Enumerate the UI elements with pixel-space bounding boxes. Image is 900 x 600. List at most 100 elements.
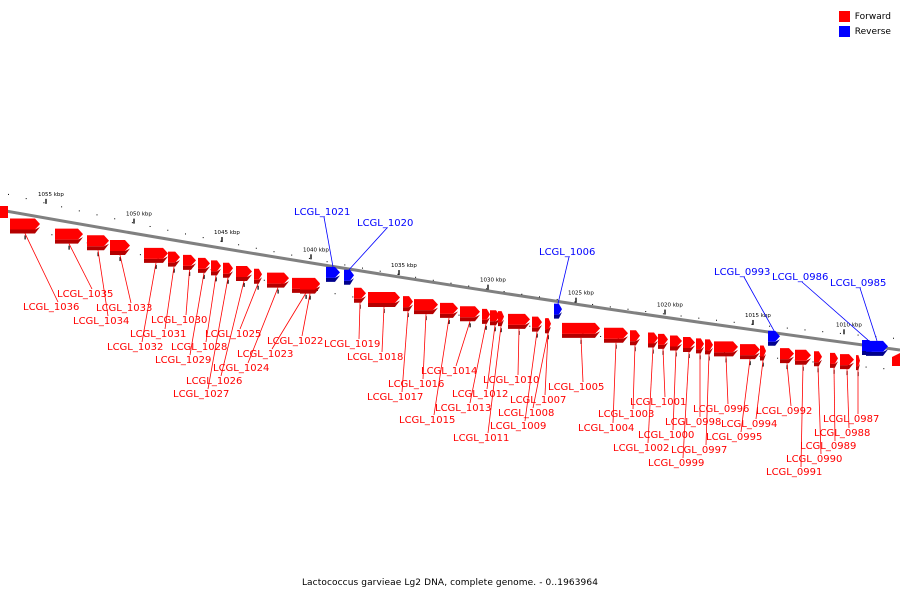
gene-label-lcgl_1031[interactable]: LCGL_1031 (130, 329, 186, 340)
gene-feature-lcgl_1020[interactable] (344, 269, 354, 281)
gene-feature-lcgl_0995[interactable] (740, 344, 760, 356)
gene-feature-lcgl_0990[interactable] (814, 351, 822, 363)
gene-label-lcgl_0994[interactable]: LCGL_0994 (721, 419, 777, 430)
gene-label-lcgl_1025[interactable]: LCGL_1025 (205, 329, 261, 340)
gene-label-lcgl_0995[interactable]: LCGL_0995 (706, 432, 762, 443)
gene-label-lcgl_1000[interactable]: LCGL_1000 (638, 430, 694, 441)
gene-label-lcgl_1026[interactable]: LCGL_1026 (186, 376, 242, 387)
gene-feature-lcgl_1003[interactable] (630, 330, 640, 342)
gene-feature-lcgl_1014[interactable] (460, 306, 480, 318)
gene-feature-lcgl_1022[interactable] (300, 278, 320, 290)
gene-label-lcgl_1027[interactable]: LCGL_1027 (173, 389, 229, 400)
gene-feature-lcgl_0993[interactable] (768, 330, 780, 342)
gene-feature-lcgl_1000[interactable] (670, 335, 682, 347)
gene-label-lcgl_1019[interactable]: LCGL_1019 (324, 339, 380, 350)
gene-feature-lcgl_0992[interactable] (780, 348, 794, 360)
gene-feature-lcgl_1006[interactable] (554, 303, 562, 315)
gene-label-lcgl_1014[interactable]: LCGL_1014 (421, 366, 477, 377)
gene-feature-lcgl_1015[interactable] (440, 302, 458, 314)
gene-label-lcgl_0993[interactable]: LCGL_0993 (714, 267, 770, 278)
gene-label-lcgl_1034[interactable]: LCGL_1034 (73, 316, 129, 327)
gene-feature-lcgl_0994[interactable] (760, 345, 766, 357)
gene-feature-lcgl_1031[interactable] (168, 251, 180, 263)
gene-feature-lcgl_1029[interactable] (198, 257, 210, 269)
gene-feature-lcgl_1012[interactable] (490, 310, 500, 322)
gene-feature-lcgl_1016[interactable] (414, 299, 438, 311)
gene-label-lcgl_1035[interactable]: LCGL_1035 (57, 289, 113, 300)
gene-label-lcgl_1015[interactable]: LCGL_1015 (399, 415, 455, 426)
gene-feature-lcgl_1030[interactable] (183, 254, 196, 266)
gene-feature-lcgl_0996[interactable] (714, 341, 738, 353)
gene-feature-lcgl_1017[interactable] (403, 296, 413, 308)
gene-label-lcgl_1017[interactable]: LCGL_1017 (367, 392, 423, 403)
gene-label-lcgl_1005[interactable]: LCGL_1005 (548, 382, 604, 393)
gene-feature-lcgl_0989[interactable] (830, 352, 838, 364)
gene-feature-lcgl_0985[interactable] (866, 340, 888, 352)
gene-label-lcgl_1001[interactable]: LCGL_1001 (630, 397, 686, 408)
gene-feature-lcgl_1004[interactable] (604, 327, 628, 339)
gene-label-lcgl_0987[interactable]: LCGL_0987 (823, 414, 879, 425)
gene-feature-lcgl_1032[interactable] (144, 247, 168, 259)
gene-feature-lcgl_1005[interactable] (562, 322, 600, 334)
gene-label-lcgl_0997[interactable]: LCGL_0997 (671, 445, 727, 456)
gene-feature-lcgl_0988[interactable] (840, 354, 854, 366)
gene-label-lcgl_1030[interactable]: LCGL_1030 (151, 315, 207, 326)
gene-feature-lcgl_0997[interactable] (705, 339, 713, 351)
gene-label-lcgl_1033[interactable]: LCGL_1033 (96, 303, 152, 314)
gene-feature-lcgl_1019[interactable] (354, 287, 366, 299)
gene-feature-lcgl_1036[interactable] (10, 218, 40, 230)
gene-label-lcgl_1010[interactable]: LCGL_1010 (483, 375, 539, 386)
gene-label-lcgl_1028[interactable]: LCGL_1028 (171, 342, 227, 353)
gene-feature-lcgl_1021[interactable] (326, 266, 340, 278)
gene-label-lcgl_0988[interactable]: LCGL_0988 (814, 428, 870, 439)
gene-feature-lcgl_1002[interactable] (648, 332, 658, 344)
gene-label-lcgl_1013[interactable]: LCGL_1013 (435, 403, 491, 414)
gene-feature-lcgl_1010[interactable] (508, 313, 530, 325)
gene-feature-lcgl_1007[interactable] (546, 318, 550, 330)
gene-feature-lcgl_1011[interactable] (498, 311, 504, 323)
gene-label-lcgl_1036[interactable]: LCGL_1036 (23, 302, 79, 313)
gene-label-lcgl_1007[interactable]: LCGL_1007 (510, 395, 566, 406)
gene-label-lcgl_1004[interactable]: LCGL_1004 (578, 423, 634, 434)
gene-label-lcgl_1023[interactable]: LCGL_1023 (237, 349, 293, 360)
gene-feature-lcgl_1013[interactable] (482, 308, 490, 320)
gene-label-lcgl_1003[interactable]: LCGL_1003 (598, 409, 654, 420)
gene-label-lcgl_1016[interactable]: LCGL_1016 (388, 379, 444, 390)
gene-feature-lcgl_1018[interactable] (368, 291, 400, 303)
gene-feature-lcgl_0991[interactable] (795, 349, 811, 361)
gene-label-lcgl_1011[interactable]: LCGL_1011 (453, 433, 509, 444)
gene-feature-lcgl_1025[interactable] (254, 268, 262, 280)
gene-label-lcgl_0990[interactable]: LCGL_0990 (786, 454, 842, 465)
gene-label-lcgl_0986[interactable]: LCGL_0986 (772, 272, 828, 283)
gene-feature-lcgl_1027[interactable] (223, 262, 233, 274)
gene-feature-lcgl_1009[interactable] (532, 316, 542, 328)
gene-feature-lcgl_1001[interactable] (658, 333, 668, 345)
gene-feature-lcgl_1035[interactable] (55, 228, 83, 240)
gene-label-lcgl_1021[interactable]: LCGL_1021 (294, 207, 350, 218)
gene-label-lcgl_1022[interactable]: LCGL_1022 (267, 336, 323, 347)
gene-label-lcgl_0985[interactable]: LCGL_0985 (830, 278, 886, 289)
gene-feature-lcgl_0998[interactable] (696, 338, 704, 350)
gene-label-lcgl_0992[interactable]: LCGL_0992 (756, 406, 812, 417)
gene-label-lcgl_0989[interactable]: LCGL_0989 (800, 441, 856, 452)
gene-label-lcgl_1008[interactable]: LCGL_1008 (498, 408, 554, 419)
gene-label-lcgl_1012[interactable]: LCGL_1012 (452, 389, 508, 400)
gene-label-lcgl_1032[interactable]: LCGL_1032 (107, 342, 163, 353)
gene-label-lcgl_0999[interactable]: LCGL_0999 (648, 458, 704, 469)
gene-feature-lcgl_1034[interactable] (87, 235, 109, 247)
gene-label-lcgl_1002[interactable]: LCGL_1002 (613, 443, 669, 454)
gene-label-lcgl_1024[interactable]: LCGL_1024 (213, 363, 269, 374)
gene-feature-lcgl_0987[interactable] (856, 355, 860, 367)
gene-label-lcgl_0996[interactable]: LCGL_0996 (693, 404, 749, 415)
gene-label-lcgl_0998[interactable]: LCGL_0998 (665, 417, 721, 428)
gene-label-lcgl_1006[interactable]: LCGL_1006 (539, 247, 595, 258)
gene-feature-lcgl_1033[interactable] (110, 240, 130, 252)
gene-feature-lcgl_1024[interactable] (267, 272, 289, 284)
gene-label-lcgl_1029[interactable]: LCGL_1029 (155, 355, 211, 366)
gene-feature-lcgl_1026[interactable] (236, 265, 252, 277)
gene-feature-lcgl_1028[interactable] (211, 260, 221, 272)
gene-label-lcgl_1020[interactable]: LCGL_1020 (357, 218, 413, 229)
gene-label-lcgl_1018[interactable]: LCGL_1018 (347, 352, 403, 363)
gene-feature-lcgl_0999[interactable] (683, 337, 695, 349)
gene-label-lcgl_1009[interactable]: LCGL_1009 (490, 421, 546, 432)
